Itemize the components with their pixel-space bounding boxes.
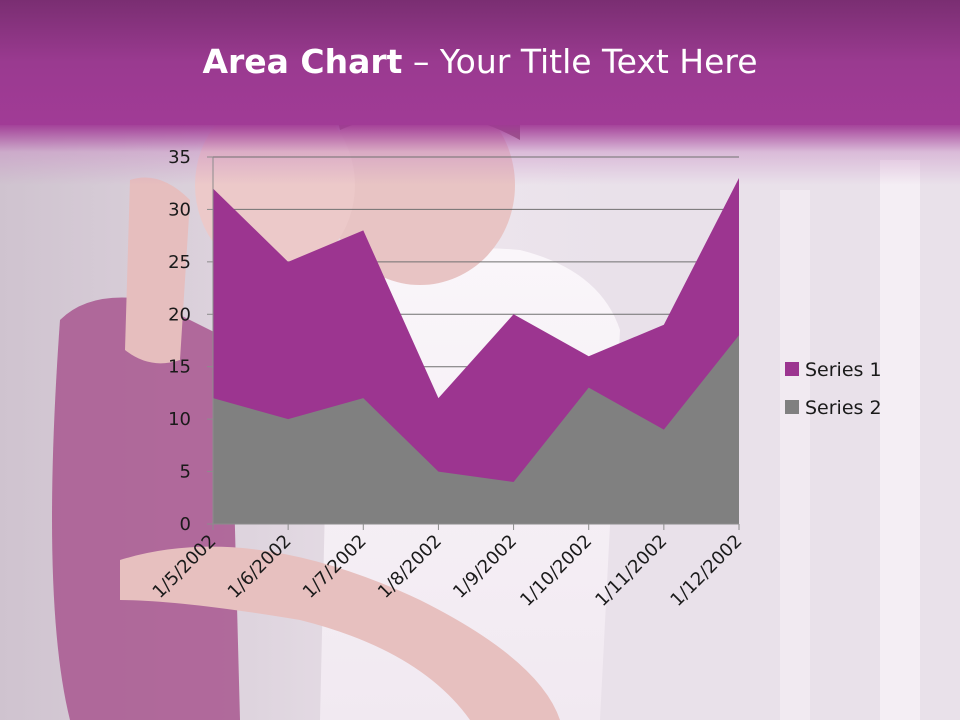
- area-series-2: [213, 335, 739, 524]
- title-bold-text: Area Chart: [202, 42, 403, 81]
- x-tick-label-6: 1/10/2002: [516, 531, 596, 611]
- x-tick-label-7: 1/11/2002: [591, 531, 671, 611]
- x-tick-label-5: 1/9/2002: [449, 531, 521, 603]
- x-tick-label-2: 1/6/2002: [224, 531, 296, 603]
- y-tick-label-35: 35: [168, 147, 191, 168]
- x-tick-label-3: 1/7/2002: [299, 531, 371, 603]
- y-tick-label-10: 10: [168, 409, 191, 430]
- x-tick-label-8: 1/12/2002: [666, 531, 746, 611]
- y-tick-label-20: 20: [168, 304, 191, 325]
- title-rest-text: – Your Title Text Here: [402, 42, 758, 81]
- legend-label-series-2: Series 2: [805, 397, 882, 419]
- x-tick-label-4: 1/8/2002: [374, 531, 446, 603]
- x-tick-label-1: 1/5/2002: [149, 531, 221, 603]
- y-tick-label-5: 5: [180, 462, 191, 483]
- legend-label-series-1: Series 1: [805, 359, 882, 381]
- y-tick-label-30: 30: [168, 199, 191, 220]
- y-tick-label-0: 0: [180, 514, 191, 535]
- legend-swatch-series-2: [785, 400, 799, 414]
- y-tick-label-15: 15: [168, 357, 191, 378]
- title-fade: [0, 125, 960, 185]
- legend-swatch-series-1: [785, 362, 799, 376]
- title-bar: [0, 0, 960, 125]
- slide-title: Area Chart – Your Title Text Here: [0, 40, 960, 84]
- y-tick-label-25: 25: [168, 252, 191, 273]
